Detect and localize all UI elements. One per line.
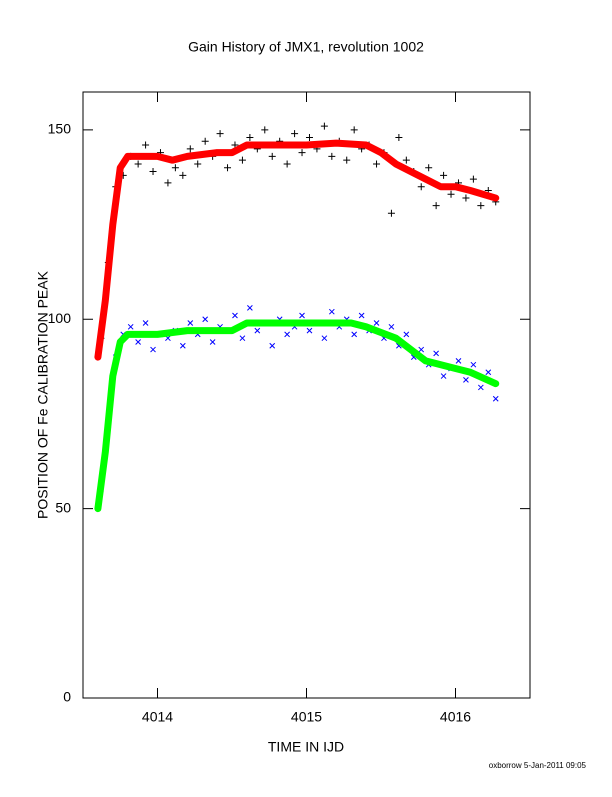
trend-line (94, 319, 500, 513)
plus-point (350, 126, 358, 134)
plus-point (320, 122, 328, 130)
cross-point (463, 376, 469, 383)
cross-point (492, 395, 499, 402)
plus-point (387, 209, 395, 217)
cross-point (418, 346, 425, 353)
cross-point (254, 327, 261, 334)
plus-point (268, 152, 276, 160)
plus-point (179, 171, 187, 179)
plus-point (246, 133, 254, 141)
x-axis-label: TIME IN IJD (268, 739, 344, 755)
plus-point (142, 141, 150, 149)
cross-point (239, 335, 246, 342)
plus-point (224, 164, 232, 172)
x-tick-label: 4015 (291, 709, 322, 725)
plus-point (440, 171, 448, 179)
plus-point (477, 202, 485, 210)
plus-point (186, 145, 194, 153)
cross-point (202, 316, 209, 323)
y-axis-label: POSITION OF Fe CALIBRATION PEAK (35, 270, 51, 519)
plus-point (395, 133, 403, 141)
footer: oxborrow 5-Jan-2011 09:05 (489, 761, 587, 770)
cross-point (388, 323, 395, 330)
plus-point (343, 156, 351, 164)
cross-point (187, 320, 194, 326)
plus-point (216, 130, 224, 138)
cross-point (269, 342, 276, 349)
plus-point (402, 156, 410, 164)
cross-point (470, 361, 477, 368)
x-tick-label: 4016 (440, 709, 471, 725)
plus-point (261, 126, 269, 134)
cross-point (477, 384, 484, 391)
cross-point (232, 312, 238, 319)
plus-point (238, 156, 246, 164)
chart-title: Gain History of JMX1, revolution 1002 (188, 39, 424, 55)
plus-point (469, 175, 477, 183)
cross-point (358, 312, 365, 319)
cross-point (440, 373, 447, 379)
y-tick-label: 100 (48, 310, 72, 326)
plus-point (417, 183, 425, 191)
plus-point (447, 190, 455, 198)
plus-point (425, 164, 433, 172)
plus-point (164, 179, 172, 187)
cross-point (209, 339, 216, 345)
cross-point (179, 342, 186, 349)
plus-point (462, 194, 470, 202)
cross-point (485, 369, 492, 376)
plus-point (373, 160, 381, 168)
plus-point (305, 133, 313, 141)
cross-point (455, 358, 462, 364)
x-tick-label: 4014 (142, 709, 173, 725)
cross-point (299, 312, 305, 319)
cross-point (403, 331, 410, 338)
y-tick-label: 0 (63, 689, 71, 705)
plus-point (201, 137, 209, 145)
cross-point (328, 308, 335, 315)
cross-point (373, 320, 380, 326)
cross-point (150, 346, 156, 353)
y-tick-label: 50 (55, 499, 71, 515)
plus-point (134, 160, 142, 168)
plus-point (291, 130, 299, 138)
plus-point (149, 168, 157, 176)
cross-point (321, 335, 328, 342)
trend-line (94, 139, 500, 361)
plus-point (283, 160, 291, 168)
cross-point (284, 331, 290, 338)
plus-point (298, 149, 306, 157)
cross-point (306, 327, 313, 334)
plus-point (194, 160, 202, 168)
plus-point (328, 152, 336, 160)
cross-point (142, 320, 149, 326)
plus-point (432, 202, 440, 210)
cross-point (135, 339, 141, 345)
cross-point (351, 331, 358, 338)
plus-point (171, 164, 179, 172)
plot-frame (82, 91, 531, 699)
cross-point (127, 323, 134, 330)
cross-point (433, 350, 439, 357)
y-tick-label: 150 (48, 121, 72, 137)
cross-point (247, 305, 253, 311)
